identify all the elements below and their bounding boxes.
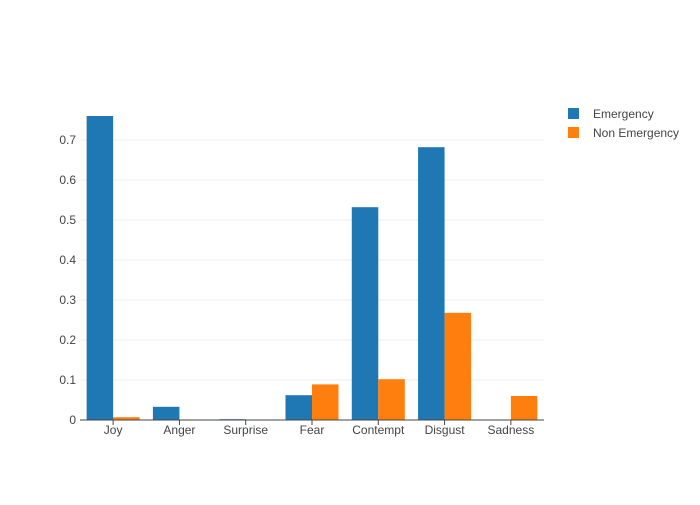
bar-emergency-joy[interactable] — [86, 116, 114, 420]
bar-emergency-disgust[interactable] — [418, 147, 445, 420]
x-tick-label: Disgust — [425, 423, 466, 437]
y-tick-label: 0.1 — [59, 373, 76, 387]
bar-non-emergency-disgust[interactable] — [444, 312, 472, 420]
legend-swatch-emergency[interactable] — [568, 108, 579, 119]
x-tick-label: Contempt — [352, 423, 405, 437]
y-tick-label: 0.3 — [59, 293, 76, 307]
bar-non-emergency-contempt[interactable] — [378, 379, 405, 420]
bar-non-emergency-fear[interactable] — [312, 384, 339, 420]
x-tick-label: Surprise — [223, 423, 268, 437]
y-tick-label: 0.2 — [59, 333, 76, 347]
bar-emergency-contempt[interactable] — [351, 207, 379, 420]
gridlines — [80, 139, 544, 381]
x-tick-label: Sadness — [488, 423, 535, 437]
y-tick-label: 0.5 — [59, 213, 76, 227]
y-tick-label: 0.7 — [59, 133, 76, 147]
bars — [86, 116, 538, 420]
x-tick-label: Fear — [300, 423, 325, 437]
x-tick-label: Anger — [163, 423, 195, 437]
legend-swatch-non-emergency[interactable] — [568, 127, 579, 138]
y-tick-label: 0 — [69, 413, 76, 427]
bar-non-emergency-sadness[interactable] — [510, 396, 538, 420]
bar-emergency-fear[interactable] — [285, 395, 312, 420]
x-tick-label: Joy — [104, 423, 123, 437]
legend-label-non-emergency[interactable]: Non Emergency — [593, 126, 679, 140]
legend: Emergency Non Emergency — [568, 107, 679, 140]
legend-label-emergency[interactable]: Emergency — [593, 107, 654, 121]
y-tick-label: 0.6 — [59, 173, 76, 187]
y-tick-label: 0.4 — [59, 253, 76, 267]
axes: 0 0.1 0.2 0.3 0.4 0.5 0.6 0.7 Joy Anger Surprise Fe… — [59, 133, 544, 437]
bar-emergency-anger[interactable] — [152, 406, 180, 420]
bar-non-emergency-joy[interactable] — [113, 417, 140, 420]
